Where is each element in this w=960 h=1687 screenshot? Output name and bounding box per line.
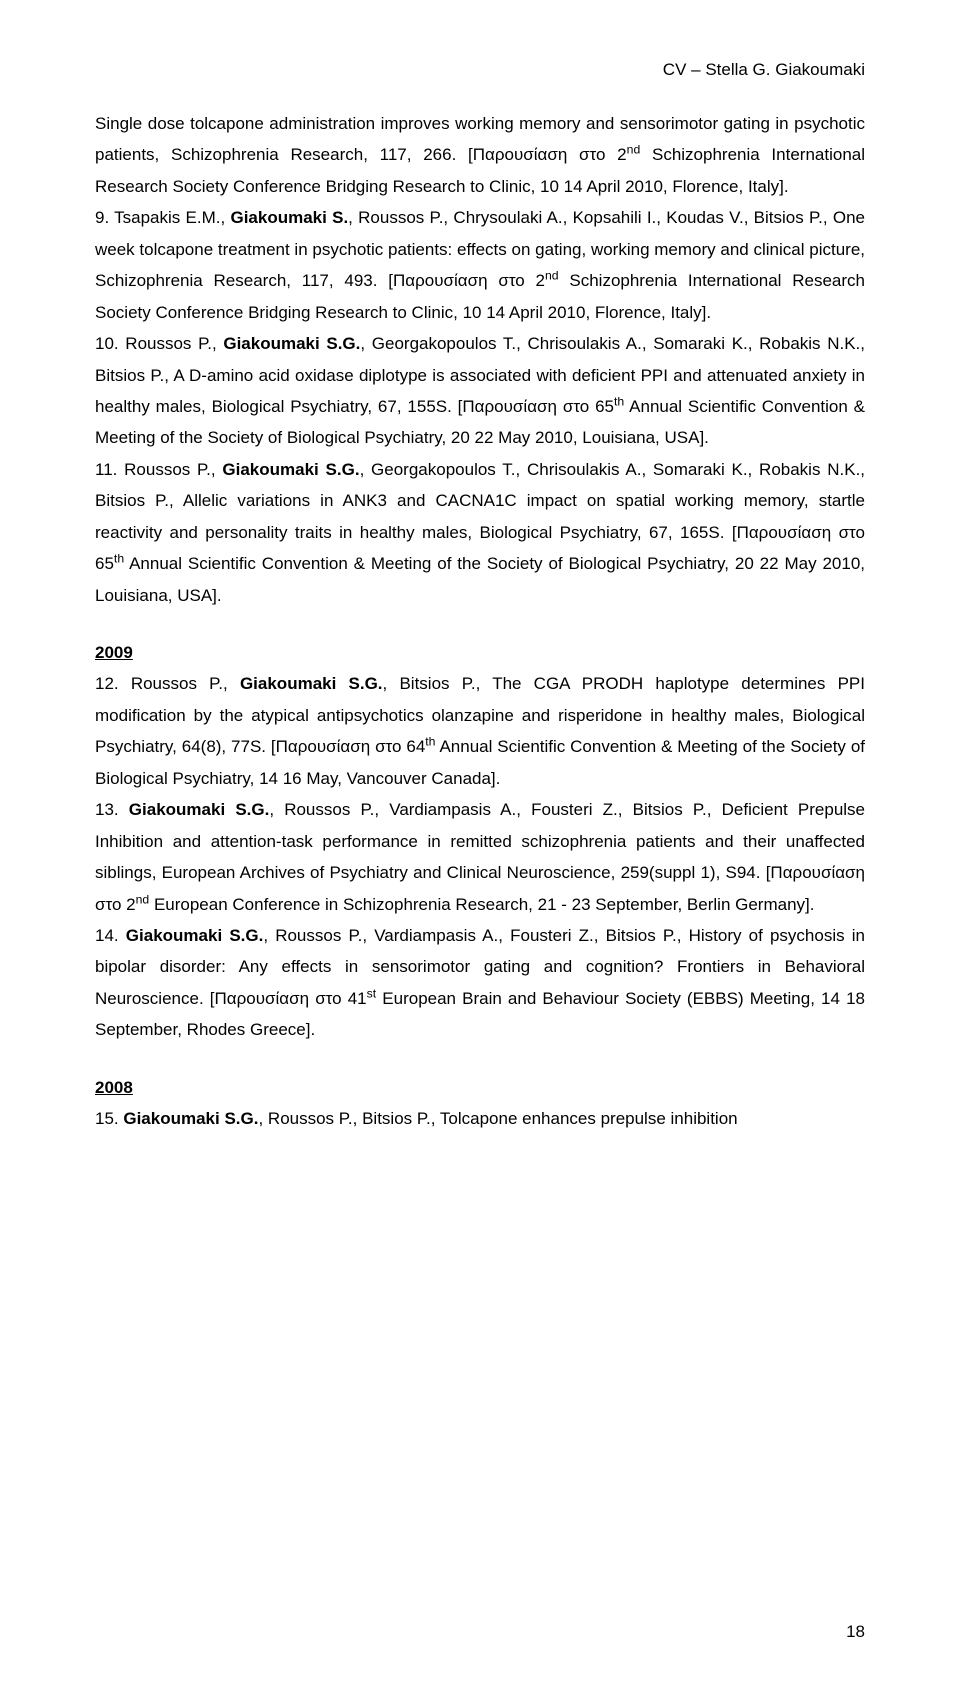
paragraph: 12. Roussos P., Giakoumaki S.G., Bitsios… — [95, 668, 865, 794]
paragraph: 13. Giakoumaki S.G., Roussos P., Vardiam… — [95, 794, 865, 920]
page-header: CV – Stella G. Giakoumaki — [95, 60, 865, 80]
page-number: 18 — [846, 1622, 865, 1642]
paragraph: 14. Giakoumaki S.G., Roussos P., Vardiam… — [95, 920, 865, 1046]
paragraph: 15. Giakoumaki S.G., Roussos P., Bitsios… — [95, 1103, 865, 1134]
paragraph: 11. Roussos P., Giakoumaki S.G., Georgak… — [95, 454, 865, 611]
year-heading-2008: 2008 — [95, 1072, 865, 1103]
paragraph: 9. Tsapakis E.M., Giakoumaki S., Roussos… — [95, 202, 865, 328]
year-heading-2009: 2009 — [95, 637, 865, 668]
document-page: CV – Stella G. Giakoumaki Single dose to… — [0, 0, 960, 1687]
paragraph: Single dose tolcapone administration imp… — [95, 108, 865, 202]
paragraph: 10. Roussos P., Giakoumaki S.G., Georgak… — [95, 328, 865, 454]
body-text-block: Single dose tolcapone administration imp… — [95, 108, 865, 1135]
